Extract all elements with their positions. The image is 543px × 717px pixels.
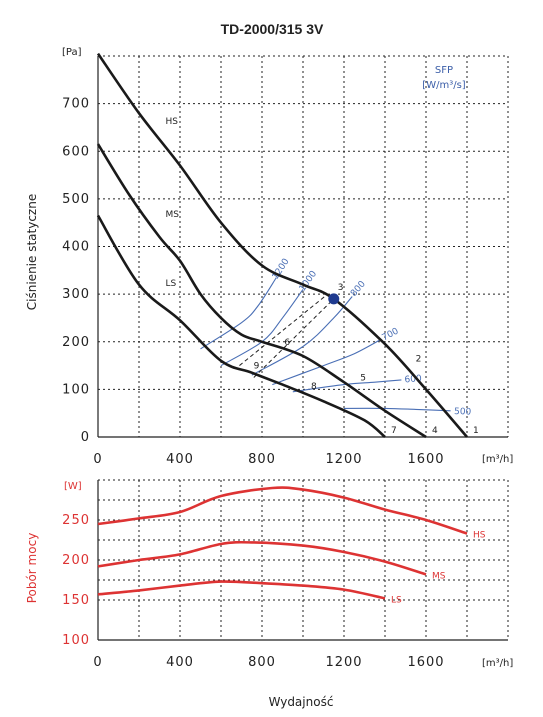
y-tick-label: 200	[62, 335, 90, 350]
power-plot: 100 150 200 250 0 400 800 1200 1600 HS MS LS	[62, 479, 509, 670]
x-tick-label: 400	[166, 655, 194, 670]
y-tick-label: 150	[62, 593, 90, 608]
operating-point-marker	[328, 293, 340, 305]
power-curve-label: MS	[432, 571, 446, 581]
y-tick-label: 200	[62, 553, 90, 568]
x-tick-label: 0	[93, 452, 102, 467]
sfp-curve-label: 700	[381, 326, 401, 343]
flow-unit-label-top: [m³/h]	[482, 454, 513, 465]
y-tick-label: 100	[62, 633, 90, 648]
x-tick-label: 1200	[325, 655, 362, 670]
power-axis-title: Pobór mocy	[25, 533, 39, 604]
point-label: 3	[338, 283, 344, 293]
x-axis-title: Wydajność	[269, 695, 334, 709]
fan-curve-label: HS	[166, 117, 179, 127]
point-label: 4	[432, 426, 438, 436]
sfp-curve	[251, 296, 353, 376]
power-curve-label: LS	[391, 595, 402, 605]
power-unit-label: [W]	[64, 481, 82, 492]
point-label: 6	[284, 338, 290, 348]
point-label: 2	[416, 355, 422, 365]
fan-curve-label: LS	[166, 279, 177, 289]
x-tick-label: 1200	[325, 452, 362, 467]
y-tick-label: 100	[62, 382, 90, 397]
fan-curve-ls	[96, 214, 386, 439]
fan-curve-label: MS	[166, 210, 180, 220]
point-label: 8	[311, 382, 317, 392]
pressure-unit-label: [Pa]	[62, 47, 82, 58]
y-tick-label: 250	[62, 513, 90, 528]
y-tick-label: 600	[62, 144, 90, 159]
y-tick-label: 700	[62, 97, 90, 112]
sfp-curve	[200, 277, 277, 350]
x-tick-label: 1600	[407, 452, 444, 467]
sfp-curve	[220, 289, 304, 367]
sfp-curve-label: 800	[349, 279, 368, 299]
flow-unit-label-bottom: [m³/h]	[482, 658, 513, 669]
y-tick-label: 400	[62, 240, 90, 255]
system-line	[239, 293, 328, 366]
x-tick-label: 0	[93, 655, 102, 670]
sfp-curve	[292, 379, 402, 393]
pressure-axis-title: Ciśnienie statyczne	[25, 194, 39, 310]
x-tick-label: 800	[248, 452, 276, 467]
y-tick-label: 500	[62, 192, 90, 207]
x-tick-label: 400	[166, 452, 194, 467]
power-curve-ms	[97, 540, 427, 576]
sfp-curve-label: 500	[454, 407, 472, 418]
system-line	[253, 298, 335, 378]
y-tick-label: 300	[62, 287, 90, 302]
sfp-unit: [W/m³/s]	[422, 80, 465, 91]
power-curve-label: HS	[473, 531, 486, 541]
x-tick-label: 800	[248, 655, 276, 670]
sfp-title: SFP	[435, 65, 453, 76]
y-tick-label: 0	[81, 430, 90, 445]
point-label: 1	[473, 426, 479, 436]
fan-curve-ms	[96, 143, 427, 439]
power-curve-ls	[97, 580, 386, 600]
point-label: 5	[360, 374, 366, 384]
sfp-curve	[272, 338, 382, 386]
sfp-curve	[343, 407, 451, 412]
x-tick-label: 1600	[407, 655, 444, 670]
power-curve-hs	[97, 486, 468, 535]
chart-title: TD-2000/315 3V	[221, 21, 324, 37]
fan-curve-hs	[96, 52, 468, 438]
sfp-curve-label: 600	[404, 374, 422, 386]
point-label: 9	[254, 362, 260, 372]
point-label: 7	[391, 426, 397, 436]
